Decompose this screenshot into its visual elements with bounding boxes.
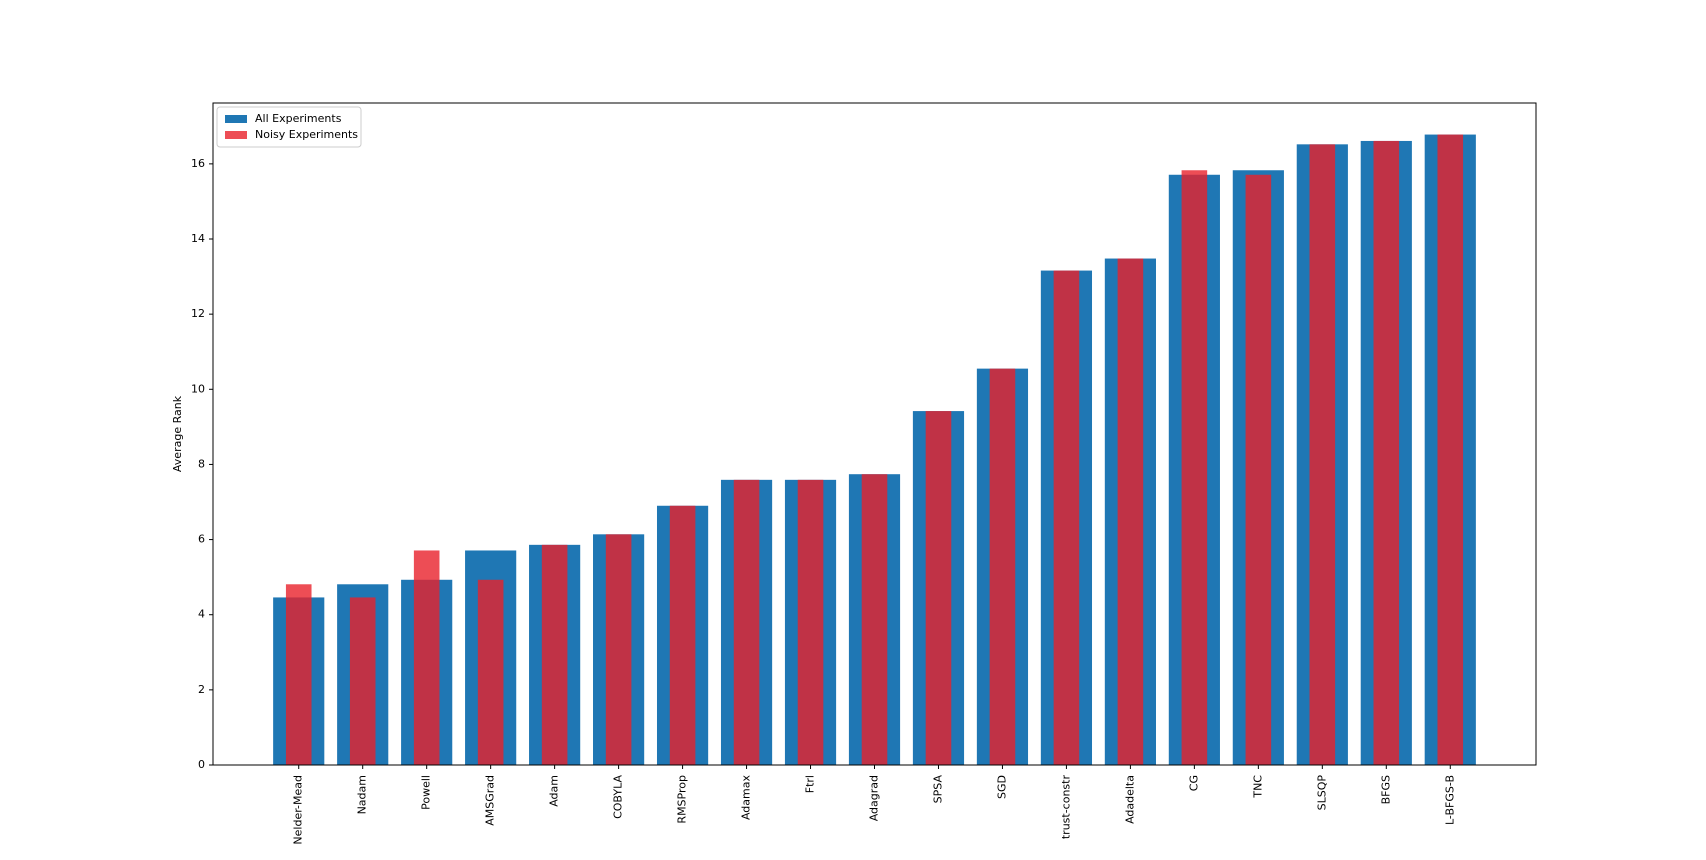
x-tick-label: Adadelta [1123, 775, 1136, 824]
bar [669, 505, 696, 765]
x-tick-label: RMSProp [676, 775, 689, 824]
x-tick-label: L-BFGS-B [1443, 775, 1456, 825]
y-tick-label: 8 [198, 457, 205, 470]
y-tick-label: 10 [191, 382, 205, 395]
y-tick-label: 4 [198, 608, 205, 621]
x-tick-label: BFGS [1379, 775, 1392, 804]
legend-box [216, 106, 362, 148]
x-tick-label: Adam [548, 775, 561, 807]
legend-label: All Experiments [255, 112, 342, 125]
bar [733, 479, 760, 765]
plot-frame [212, 102, 1537, 766]
legend-label: Noisy Experiments [255, 128, 358, 141]
x-tick-label: COBYLA [612, 775, 625, 819]
bar [541, 544, 568, 765]
x-tick-label: AMSGrad [484, 775, 497, 826]
y-tick-label: 0 [198, 758, 205, 771]
x-tick-label: Adagrad [868, 775, 881, 821]
legend-swatch [225, 131, 247, 139]
x-tick-label: Powell [420, 775, 433, 810]
bar [989, 368, 1016, 765]
x-tick-label: SPSA [931, 775, 944, 804]
bar [1245, 174, 1272, 765]
y-tick-label: 12 [191, 307, 205, 320]
bar [1437, 134, 1464, 766]
bar [1373, 140, 1400, 765]
x-tick-label: Adamax [740, 775, 753, 821]
y-tick-label: 16 [191, 157, 205, 170]
x-tick-label: Nelder-Mead [292, 775, 305, 845]
bar [605, 534, 632, 765]
bar [1181, 170, 1208, 766]
x-tick-label: Ftrl [804, 775, 817, 793]
bar [413, 550, 440, 765]
y-tick-label: 2 [198, 683, 205, 696]
y-tick-label: 14 [191, 232, 205, 245]
bar [1309, 144, 1336, 766]
bar [797, 479, 824, 765]
bar [1117, 258, 1144, 765]
x-tick-label: SLSQP [1315, 775, 1328, 811]
x-tick-label: TNC [1251, 775, 1264, 799]
x-tick-label: CG [1187, 775, 1200, 791]
bar [861, 474, 888, 765]
bar [477, 579, 504, 765]
x-tick-label: Nadam [356, 775, 369, 814]
bar [285, 584, 312, 765]
bar [349, 597, 376, 765]
bar [1053, 270, 1080, 765]
x-tick-label: SGD [995, 775, 1008, 799]
x-tick-label: trust-constr [1059, 775, 1072, 840]
y-axis-label: Average Rank [171, 395, 184, 472]
y-tick-label: 6 [198, 533, 205, 546]
bar [925, 411, 952, 765]
legend-swatch [225, 115, 247, 123]
